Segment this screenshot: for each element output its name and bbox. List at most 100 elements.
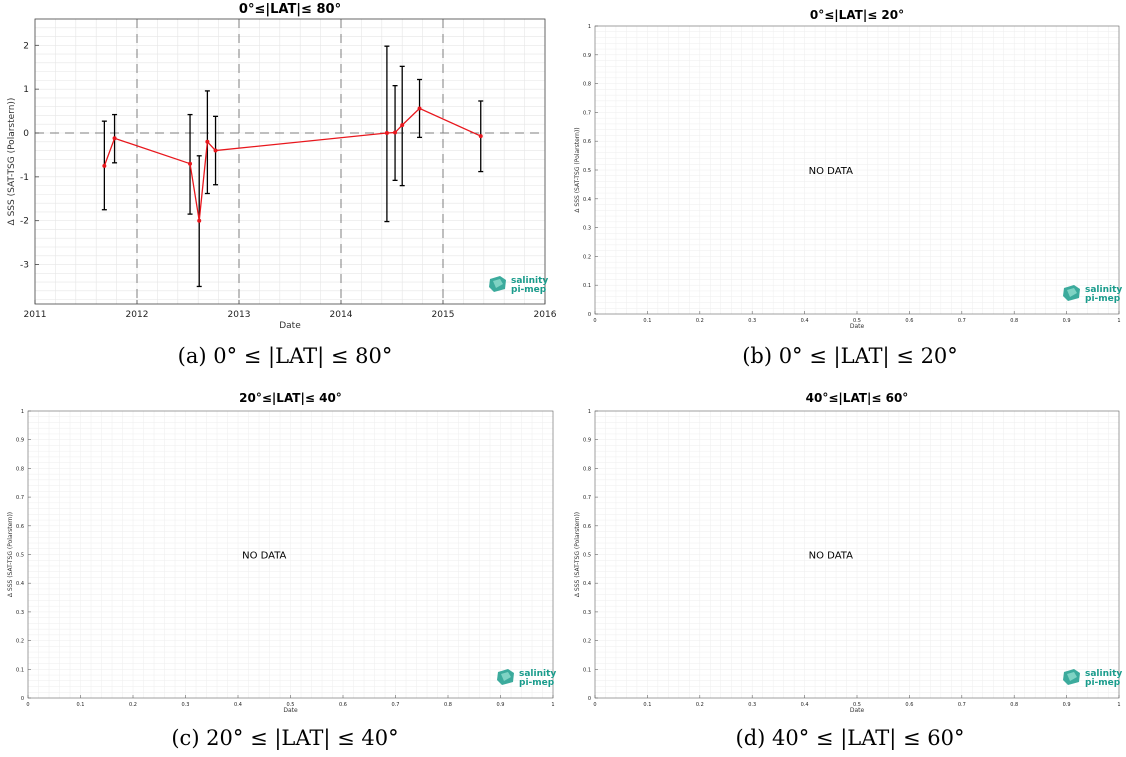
c-y-tick-label: 1 bbox=[21, 409, 24, 415]
b-x-tick-label: 0.5 bbox=[853, 318, 861, 324]
b-x-tick-label: 0.8 bbox=[1010, 318, 1018, 324]
a-data-point bbox=[102, 163, 107, 168]
c-y-tick-label: 0.6 bbox=[16, 524, 24, 530]
a-logo-line1: salinity bbox=[511, 276, 548, 286]
b-x-axis-label: Date bbox=[850, 323, 865, 330]
a-y-tick-label: 1 bbox=[23, 85, 29, 95]
a-data-point bbox=[205, 139, 210, 144]
chart-c-svg: 0 0.1 0.2 0.3 0.4 0.5 0.6 0.7 0.8 0.9 1 0 0.1 0.2 0.3 0… bbox=[7, 391, 556, 714]
b-y-tick-label: 0.5 bbox=[583, 168, 591, 174]
c-y-tick-label: 0 bbox=[21, 696, 24, 702]
d-x-tick-label: 0.4 bbox=[801, 702, 809, 708]
b-logo-line1: salinity bbox=[1085, 285, 1122, 295]
b-x-tick-label: 0.1 bbox=[643, 318, 651, 324]
a-plot-frame bbox=[34, 18, 546, 305]
b-no-data-label: NO DATA bbox=[809, 166, 853, 177]
a-series-line bbox=[103, 107, 482, 221]
d-y-tick-label: 0.2 bbox=[583, 639, 591, 645]
a-data-point bbox=[188, 161, 193, 166]
d-x-tick-label: 0.2 bbox=[696, 702, 704, 708]
b-y-tick-label: 1 bbox=[588, 24, 591, 30]
d-no-data-label: NO DATA bbox=[809, 551, 853, 562]
d-logo-line2: pi-mep bbox=[1085, 678, 1121, 688]
a-logo-line2: pi-mep bbox=[511, 285, 547, 295]
c-x-tick-label: 0.3 bbox=[182, 702, 190, 708]
c-logo-line2: pi-mep bbox=[519, 678, 555, 688]
c-chart-title: 20°≤|LAT|≤ 40° bbox=[239, 391, 342, 405]
c-x-tick-label: 0.5 bbox=[287, 702, 295, 708]
c-x-tick-label: 0.2 bbox=[129, 702, 137, 708]
d-x-tick-label: 0.1 bbox=[643, 702, 651, 708]
d-y-tick-label: 0.1 bbox=[583, 667, 591, 673]
a-y-tick-label: -2 bbox=[20, 217, 29, 227]
b-chart-title: 0°≤|LAT|≤ 20° bbox=[810, 8, 904, 22]
d-x-tick-label: 0.3 bbox=[748, 702, 756, 708]
d-x-tick-label: 0.9 bbox=[1063, 702, 1071, 708]
b-x-tick-label: 0.4 bbox=[801, 318, 809, 324]
d-chart-title: 40°≤|LAT|≤ 60° bbox=[806, 391, 909, 405]
chart-d-svg: 0 0.1 0.2 0.3 0.4 0.5 0.6 0.7 0.8 0.9 1 0 0.1 0.2 0.3 0… bbox=[574, 391, 1122, 714]
d-x-tick-label: 0 bbox=[593, 702, 596, 708]
d-y-tick-label: 0.3 bbox=[583, 610, 591, 616]
b-y-tick-label: 0.8 bbox=[583, 82, 591, 88]
c-y-tick-label: 0.7 bbox=[16, 495, 24, 501]
b-x-tick-label: 0.6 bbox=[905, 318, 913, 324]
d-x-tick-label: 0.7 bbox=[958, 702, 966, 708]
b-x-tick-label: 0.9 bbox=[1063, 318, 1071, 324]
a-data-point bbox=[393, 130, 398, 135]
b-x-tick-label: 0.7 bbox=[958, 318, 966, 324]
b-x-tick-label: 0 bbox=[593, 318, 596, 324]
d-y-axis-label: Δ SSS (SAT-TSG (Polarstern)) bbox=[574, 512, 581, 597]
a-logo-icon-highlight bbox=[493, 279, 503, 288]
a-y-tick-label: 2 bbox=[23, 41, 29, 51]
chart-panel-d: 0 0.1 0.2 0.3 0.4 0.5 0.6 0.7 0.8 0.9 1 0 0.1 0.2 0.3 0… bbox=[566, 386, 1126, 716]
d-x-tick-label: 1 bbox=[1117, 702, 1120, 708]
caption-a: (a) 0° ≤ |LAT| ≤ 80° bbox=[177, 344, 393, 368]
c-x-tick-label: 0.8 bbox=[444, 702, 452, 708]
c-logo-line1: salinity bbox=[519, 669, 556, 679]
d-y-tick-label: 1 bbox=[588, 409, 591, 415]
c-y-tick-label: 0.9 bbox=[16, 438, 24, 444]
d-logo-icon-highlight bbox=[1067, 672, 1077, 681]
b-y-tick-label: 0.2 bbox=[583, 254, 591, 260]
d-y-tick-label: 0 bbox=[588, 696, 591, 702]
b-y-tick-label: 0.7 bbox=[583, 110, 591, 116]
c-x-tick-label: 0.6 bbox=[339, 702, 347, 708]
d-y-tick-label: 0.5 bbox=[583, 553, 591, 559]
caption-c: (c) 20° ≤ |LAT| ≤ 40° bbox=[171, 726, 399, 750]
d-x-tick-label: 0.5 bbox=[853, 702, 861, 708]
c-x-tick-label: 0 bbox=[26, 702, 29, 708]
b-x-tick-label: 1 bbox=[1117, 318, 1120, 324]
a-x-axis-label: Date bbox=[279, 321, 301, 331]
d-x-tick-label: 0.8 bbox=[1010, 702, 1018, 708]
a-x-tick-label: 2011 bbox=[24, 310, 47, 320]
b-x-tick-label: 0.3 bbox=[748, 318, 756, 324]
caption-b: (b) 0° ≤ |LAT| ≤ 20° bbox=[742, 344, 958, 368]
c-y-axis-label: Δ SSS (SAT-TSG (Polarstern)) bbox=[7, 512, 14, 597]
c-y-tick-label: 0.1 bbox=[16, 667, 24, 673]
a-y-tick-label: 0 bbox=[23, 129, 29, 139]
c-x-tick-label: 1 bbox=[551, 702, 554, 708]
a-data-point bbox=[213, 148, 218, 153]
a-data-point bbox=[384, 131, 389, 135]
a-y-tick-label: -1 bbox=[20, 173, 29, 183]
a-y-axis-label: Δ SSS (SAT-TSG (Polarstern)) bbox=[7, 98, 17, 226]
b-y-axis-label: Δ SSS (SAT-TSG (Polarstern)) bbox=[574, 127, 581, 212]
a-x-tick-label: 2016 bbox=[534, 310, 557, 320]
chart-panel-a: 2011 2012 2013 2014 2015 2016 -3 -2 -1 0 1 2 0°≤|LAT… bbox=[0, 0, 560, 340]
b-y-tick-label: 0.4 bbox=[583, 197, 591, 203]
chart-panel-c: 0 0.1 0.2 0.3 0.4 0.5 0.6 0.7 0.8 0.9 1 0 0.1 0.2 0.3 0… bbox=[0, 386, 560, 716]
d-logo-line1: salinity bbox=[1085, 669, 1122, 679]
c-y-tick-label: 0.3 bbox=[16, 610, 24, 616]
a-data-point bbox=[417, 106, 422, 111]
d-y-tick-label: 0.6 bbox=[583, 524, 591, 530]
c-y-tick-label: 0.4 bbox=[16, 581, 24, 587]
a-data-point bbox=[112, 136, 117, 141]
d-x-axis-label: Date bbox=[850, 707, 865, 714]
d-x-tick-label: 0.6 bbox=[905, 702, 913, 708]
c-x-tick-label: 0.4 bbox=[234, 702, 242, 708]
